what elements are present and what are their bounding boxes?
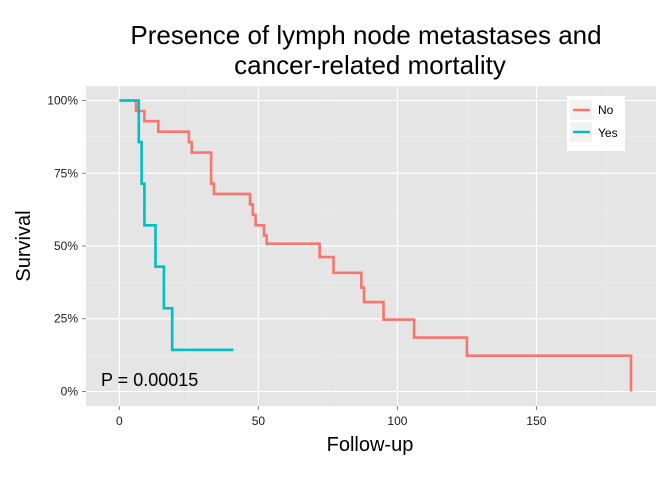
p-value-annotation: P = 0.00015 [101,370,198,390]
grid-lines [86,86,656,406]
y-tick-label: 0% [61,384,79,398]
x-tick-label: 0 [116,414,123,428]
series-line-yes [119,99,234,352]
y-tick-label: 25% [54,312,78,326]
legend-label-no: No [598,103,614,117]
legend-label-yes: Yes [598,126,618,140]
x-tick-label: 150 [526,414,546,428]
series-line-no [119,99,633,392]
legend: No Yes [567,96,625,151]
x-tick-label: 50 [252,414,266,428]
chart-title-line-1: Presence of lymph node metastases and [130,20,601,50]
x-tick-label: 100 [387,414,407,428]
y-tick-label: 50% [54,239,78,253]
y-tick-label: 100% [47,94,78,108]
y-axis-title: Survival [13,210,35,281]
x-axis-title: Follow-up [327,434,414,456]
axis-ticks: 0 50 100 150 0% 25% 50% 75% 100% [47,94,546,428]
survival-curves [119,99,633,392]
chart-title-line-2: cancer-related mortality [234,50,506,80]
y-tick-label: 75% [54,166,78,180]
